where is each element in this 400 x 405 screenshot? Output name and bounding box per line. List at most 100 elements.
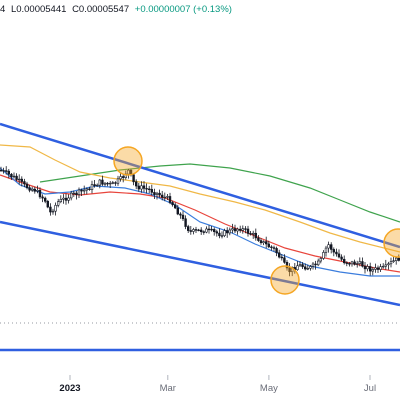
- candle-body: [262, 241, 265, 244]
- candle-body: [397, 257, 400, 261]
- candle-body: [155, 192, 159, 195]
- candle-body: [231, 228, 234, 231]
- candle-body: [327, 244, 330, 249]
- candle-body: [314, 263, 317, 266]
- candle-body: [267, 243, 270, 248]
- candle-body: [285, 262, 289, 269]
- candle-body: [340, 256, 343, 260]
- touch-marker-lower: [270, 265, 300, 295]
- candle-body: [270, 246, 273, 248]
- candle-body: [116, 178, 120, 184]
- candle-body: [80, 189, 83, 192]
- candle-body: [329, 244, 333, 250]
- candle-body: [38, 189, 42, 198]
- candle-body: [309, 266, 312, 269]
- candle-body: [98, 179, 102, 186]
- x-tick-label: 2023: [59, 383, 80, 394]
- candle-body: [28, 187, 31, 191]
- candle-body: [93, 184, 96, 186]
- candle-body: [264, 241, 268, 245]
- ohlc-low: L0.00005441: [10, 4, 67, 15]
- candle-body: [239, 228, 242, 231]
- candle-body: [33, 188, 37, 192]
- candle-body: [46, 200, 50, 208]
- candle-body: [257, 237, 260, 241]
- candle-body: [345, 262, 348, 264]
- candle-body: [127, 169, 130, 175]
- candle-body: [122, 176, 125, 178]
- candle-body: [200, 229, 203, 233]
- candle-body: [241, 228, 244, 231]
- candle-body: [275, 248, 278, 254]
- candle-body: [77, 189, 81, 195]
- candle-body: [283, 257, 286, 263]
- candle-body: [218, 232, 221, 237]
- candle-body: [88, 188, 91, 190]
- candle-body: [56, 201, 60, 206]
- candle-body: [114, 182, 117, 184]
- candle-body: [168, 196, 172, 203]
- candle-body: [20, 178, 23, 182]
- ma-mid-line: [0, 174, 400, 273]
- candle-body: [252, 232, 255, 235]
- candle-body: [70, 192, 73, 199]
- ohlc-legend: 4 L0.00005441 C0.00005547 +0.00000007 (+…: [0, 0, 400, 20]
- ohlc-close: C0.00005547: [72, 4, 130, 15]
- candle-body: [384, 264, 387, 267]
- candle-body: [181, 214, 185, 220]
- candle-body: [249, 233, 252, 235]
- candle-body: [332, 249, 335, 253]
- candle-body: [17, 178, 21, 181]
- candle-body: [233, 228, 237, 232]
- candle-body: [140, 185, 143, 190]
- candle-body: [226, 230, 229, 234]
- candle-body: [296, 265, 299, 271]
- candle-body: [106, 182, 109, 185]
- candle-body: [311, 263, 315, 267]
- candle-body: [355, 263, 359, 265]
- candle-body: [49, 206, 52, 213]
- candle-body: [150, 189, 153, 193]
- candle-body: [387, 263, 390, 266]
- candle-body: [158, 192, 161, 196]
- candle-body: [10, 173, 13, 178]
- candle-body: [83, 189, 86, 192]
- candle-body: [246, 228, 250, 234]
- candle-body: [353, 261, 356, 265]
- ma-long-line: [39, 163, 400, 223]
- ohlc-fragment: 4: [0, 4, 6, 15]
- x-tick-label: May: [260, 383, 278, 394]
- candle-body: [135, 181, 138, 187]
- candle-body: [368, 266, 372, 272]
- candle-body: [379, 266, 382, 270]
- candle-body: [161, 194, 164, 198]
- x-tick-label: Mar: [160, 383, 176, 394]
- candle-body: [389, 261, 393, 265]
- candle-body: [394, 257, 398, 261]
- candle-body: [54, 204, 57, 212]
- candle-body: [358, 261, 361, 264]
- candle-body: [75, 192, 78, 195]
- channel-upper-line: [0, 122, 400, 249]
- candle-body: [142, 185, 146, 189]
- channel-lower-line: [0, 220, 400, 307]
- candle-body: [189, 230, 192, 232]
- candle-body: [324, 247, 328, 253]
- candle-body: [244, 228, 247, 230]
- candle-body: [192, 229, 195, 232]
- candle-body: [43, 197, 47, 202]
- candle-body: [316, 260, 320, 266]
- candle-body: [335, 251, 338, 255]
- candle-body: [205, 228, 208, 233]
- candle-body: [12, 175, 16, 178]
- candle-body: [228, 229, 231, 234]
- candle-body: [41, 196, 44, 199]
- candle-body: [376, 267, 380, 270]
- candle-body: [187, 226, 190, 231]
- candle-body: [124, 173, 128, 178]
- candle-body: [132, 174, 135, 183]
- candle-body: [176, 207, 179, 215]
- candle-body: [374, 267, 377, 270]
